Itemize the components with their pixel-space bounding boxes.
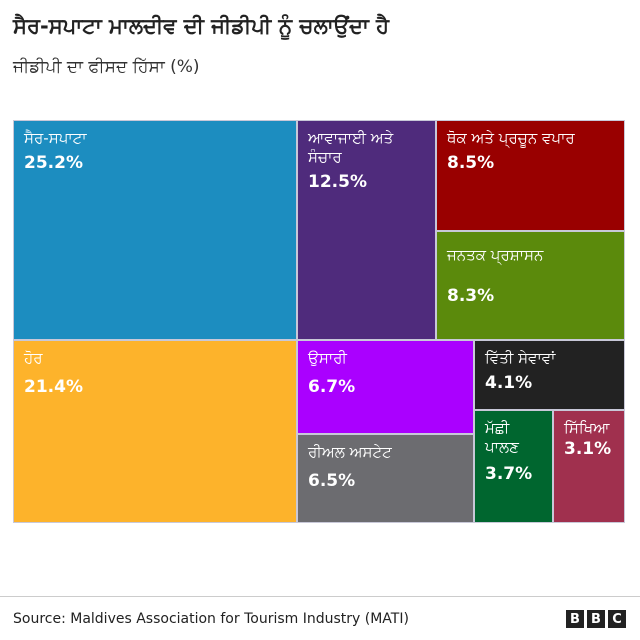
- cell-label: ਜਨਤਕ ਪ੍ਰਸ਼ਾਸਨ: [447, 246, 544, 264]
- treemap-cell: ਸਿੱਖਿਆ 3.1%: [553, 410, 625, 523]
- treemap-cell: ਰੀਅਲ ਅਸਟੇਟ 6.5%: [297, 434, 474, 523]
- bbc-logo-letter: B: [566, 610, 584, 628]
- cell-value: 21.4%: [24, 377, 83, 397]
- cell-value: 6.7%: [308, 377, 356, 397]
- cell-label: ਆਵਾਜਾਈ ਅਤੇ ਸੰਚਾਰ: [308, 129, 394, 166]
- treemap-cell: ਮੱਛੀ ਪਾਲਣ 3.7%: [474, 410, 553, 523]
- cell-label: ਵਿੱਤੀ ਸੇਵਾਵਾਂ: [485, 349, 556, 367]
- cell-value: 3.7%: [485, 464, 533, 484]
- treemap-cell: ਆਵਾਜਾਈ ਅਤੇ ਸੰਚਾਰ 12.5%: [297, 120, 436, 340]
- treemap-cell: ਉਸਾਰੀ 6.7%: [297, 340, 474, 434]
- cell-value: 6.5%: [308, 471, 356, 491]
- cell-label: ਉਸਾਰੀ: [308, 349, 347, 367]
- cell-label: ਮੱਛੀ ਪਾਲਣ: [485, 419, 519, 456]
- cell-value: 3.1%: [564, 439, 612, 459]
- cell-value: 4.1%: [485, 373, 533, 393]
- cell-label: ਸੈਰ-ਸਪਾਟਾ: [24, 129, 87, 147]
- chart-title: ਸੈਰ-ਸਪਾਟਾ ਮਾਲਦੀਵ ਦੀ ਜੀਡੀਪੀ ਨੂੰ ਚਲਾਉਂਦਾ ਹ…: [13, 14, 390, 38]
- treemap-cell: ਸੈਰ-ਸਪਾਟਾ 25.2%: [13, 120, 297, 340]
- cell-label: ਸਿੱਖਿਆ: [564, 419, 610, 437]
- source-text: Source: Maldives Association for Tourism…: [13, 611, 409, 627]
- bbc-logo: B B C: [566, 610, 626, 628]
- cell-label: ਥੋਕ ਅਤੇ ਪ੍ਰਚੂਨ ਵਪਾਰ: [447, 129, 575, 147]
- bbc-logo-letter: B: [587, 610, 605, 628]
- treemap-cell: ਥੋਕ ਅਤੇ ਪ੍ਰਚੂਨ ਵਪਾਰ 8.5%: [436, 120, 625, 231]
- cell-label: ਹੋਰ: [24, 349, 43, 367]
- cell-value: 25.2%: [24, 153, 83, 173]
- footer-divider: [0, 596, 640, 597]
- cell-label: ਰੀਅਲ ਅਸਟੇਟ: [308, 443, 392, 461]
- bbc-logo-letter: C: [608, 610, 626, 628]
- chart-subtitle: ਜੀਡੀਪੀ ਦਾ ਫੀਸਦ ਹਿੱਸਾ (%): [13, 57, 200, 77]
- cell-value: 8.3%: [447, 286, 495, 306]
- treemap-cell: ਹੋਰ 21.4%: [13, 340, 297, 523]
- cell-value: 8.5%: [447, 153, 495, 173]
- cell-value: 12.5%: [308, 172, 367, 192]
- treemap-cell: ਵਿੱਤੀ ਸੇਵਾਵਾਂ 4.1%: [474, 340, 625, 410]
- treemap-cell: ਜਨਤਕ ਪ੍ਰਸ਼ਾਸਨ 8.3%: [436, 231, 625, 340]
